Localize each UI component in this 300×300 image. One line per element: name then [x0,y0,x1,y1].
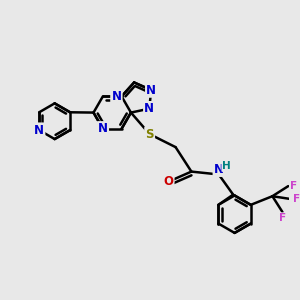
Text: N: N [146,84,156,97]
Text: F: F [290,181,298,191]
Text: F: F [278,212,286,225]
Text: N: N [144,102,154,115]
Text: S: S [146,128,154,141]
Text: S: S [146,128,154,141]
Text: O: O [164,175,173,188]
Text: F: F [293,194,300,204]
Text: N: N [146,84,156,97]
Text: N: N [34,124,44,136]
Text: N: N [144,102,154,115]
Text: H: H [222,161,231,171]
Text: H: H [222,161,231,171]
Text: N: N [111,90,122,103]
Text: N: N [98,122,108,135]
Text: N: N [214,163,224,176]
Text: N: N [214,163,224,176]
Text: N: N [98,122,108,135]
Text: F: F [290,180,298,193]
Text: F: F [279,213,286,224]
Text: O: O [164,175,173,188]
Text: F: F [293,193,300,206]
Text: N: N [34,124,44,136]
Text: N: N [111,90,122,103]
